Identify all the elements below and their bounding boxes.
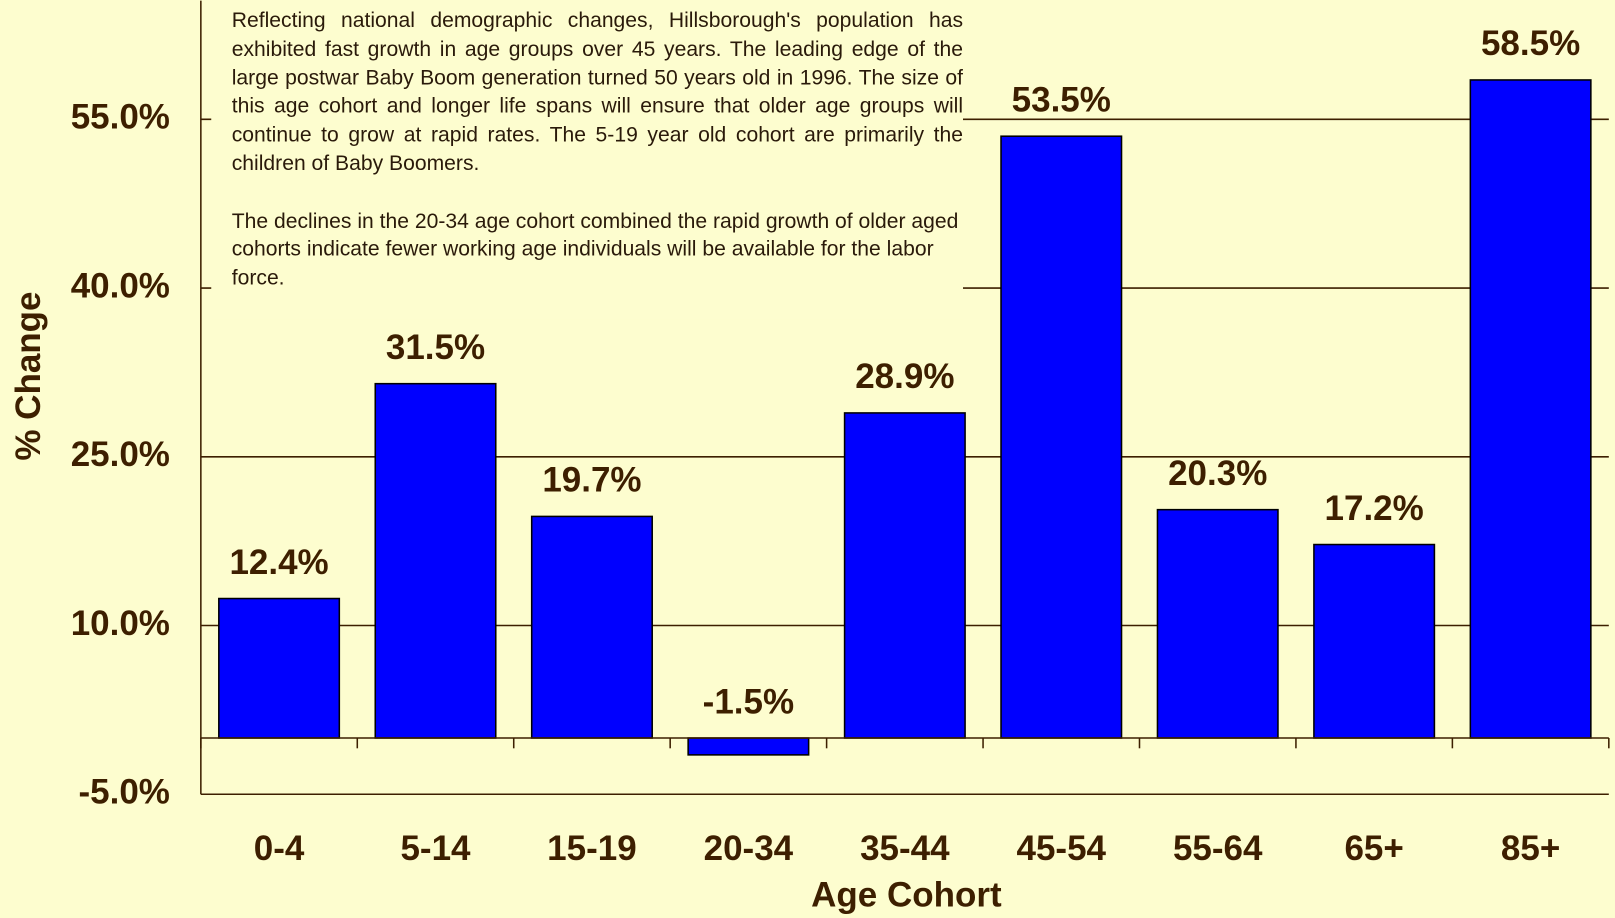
x-tick-label: 65+ — [1344, 829, 1403, 868]
y-tick-label: 40.0% — [71, 266, 170, 305]
x-tick-label: 85+ — [1501, 829, 1560, 868]
bar — [374, 382, 497, 739]
bar — [1313, 543, 1436, 739]
data-label: 31.5% — [386, 328, 485, 367]
data-label: 17.2% — [1325, 489, 1424, 528]
bar — [1000, 135, 1123, 739]
x-tick-label: 35-44 — [860, 829, 950, 868]
data-label: 53.5% — [1012, 80, 1111, 119]
x-tick-label: 45-54 — [1017, 829, 1107, 868]
y-tick-label: 55.0% — [71, 98, 170, 137]
annotation: Reflecting national demographic changes,… — [211, 6, 964, 320]
data-label: 19.7% — [542, 461, 641, 500]
bar — [1156, 508, 1279, 739]
x-tick-label: 20-34 — [704, 829, 794, 868]
y-axis-label: % Change — [9, 291, 48, 460]
x-axis-label: Age Cohort — [811, 876, 1002, 915]
x-tick-label: 0-4 — [254, 829, 305, 868]
y-tick-label: 10.0% — [71, 604, 170, 643]
bar — [687, 737, 810, 756]
x-tick-label: 5-14 — [400, 829, 471, 868]
data-label: 20.3% — [1168, 454, 1267, 493]
y-tick-label: -5.0% — [79, 773, 170, 812]
data-label: -1.5% — [703, 682, 794, 721]
x-tick-label: 15-19 — [547, 829, 637, 868]
annotation-paragraph: Reflecting national demographic changes,… — [231, 8, 964, 176]
data-label: 58.5% — [1481, 24, 1580, 63]
bar — [843, 412, 966, 739]
bar — [530, 515, 653, 739]
data-label: 12.4% — [229, 543, 328, 582]
x-tick-label: 55-64 — [1173, 829, 1263, 868]
annotation-paragraph: The declines in the 20-34 age cohort com… — [231, 208, 959, 290]
annotation-text: Reflecting national demographic changes,… — [211, 6, 964, 320]
bar — [218, 597, 341, 739]
y-tick-label: 25.0% — [71, 435, 170, 474]
bar — [1469, 79, 1592, 739]
data-label: 28.9% — [855, 357, 954, 396]
